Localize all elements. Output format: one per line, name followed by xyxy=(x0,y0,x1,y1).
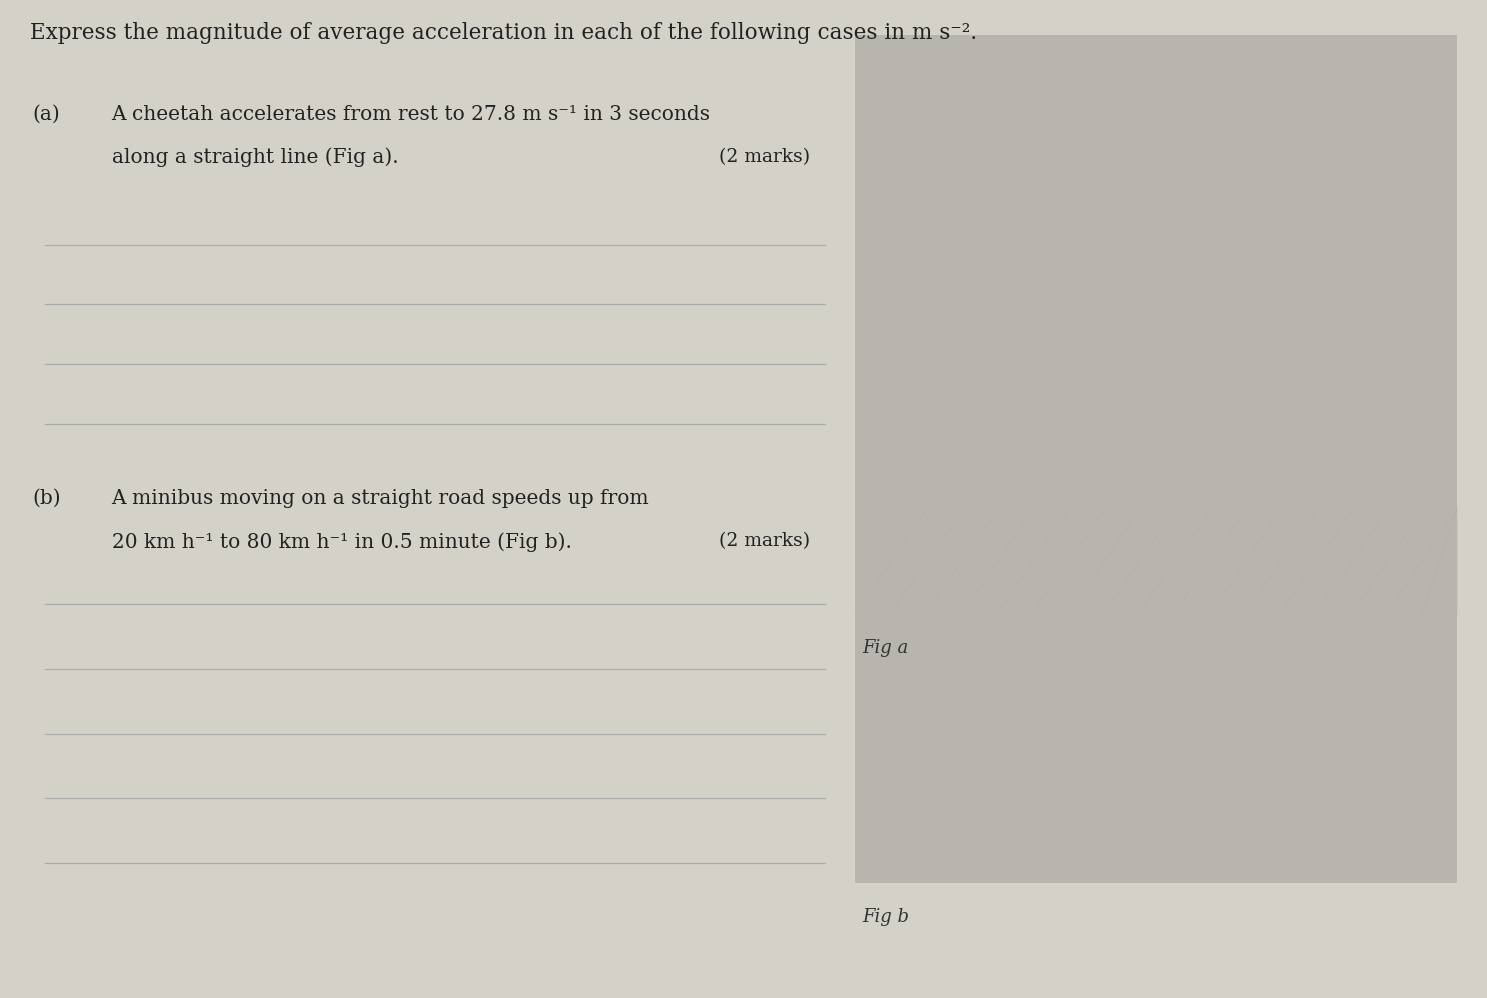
Text: along a straight line (Fig a).: along a straight line (Fig a). xyxy=(112,148,399,168)
Text: (2 marks): (2 marks) xyxy=(720,532,810,550)
Text: (b): (b) xyxy=(33,489,61,508)
Text: A minibus moving on a straight road speeds up from: A minibus moving on a straight road spee… xyxy=(112,489,650,508)
Text: (a): (a) xyxy=(33,105,61,124)
Text: Express the magnitude of average acceleration in each of the following cases in : Express the magnitude of average acceler… xyxy=(30,22,977,44)
Bar xyxy=(855,509,1457,883)
Bar xyxy=(855,35,1457,614)
Text: Fig b: Fig b xyxy=(862,908,910,926)
Text: 20 km h⁻¹ to 80 km h⁻¹ in 0.5 minute (Fig b).: 20 km h⁻¹ to 80 km h⁻¹ in 0.5 minute (Fi… xyxy=(112,532,571,552)
Text: (2 marks): (2 marks) xyxy=(720,148,810,166)
Text: Fig a: Fig a xyxy=(862,639,909,657)
Text: A cheetah accelerates from rest to 27.8 m s⁻¹ in 3 seconds: A cheetah accelerates from rest to 27.8 … xyxy=(112,105,711,124)
